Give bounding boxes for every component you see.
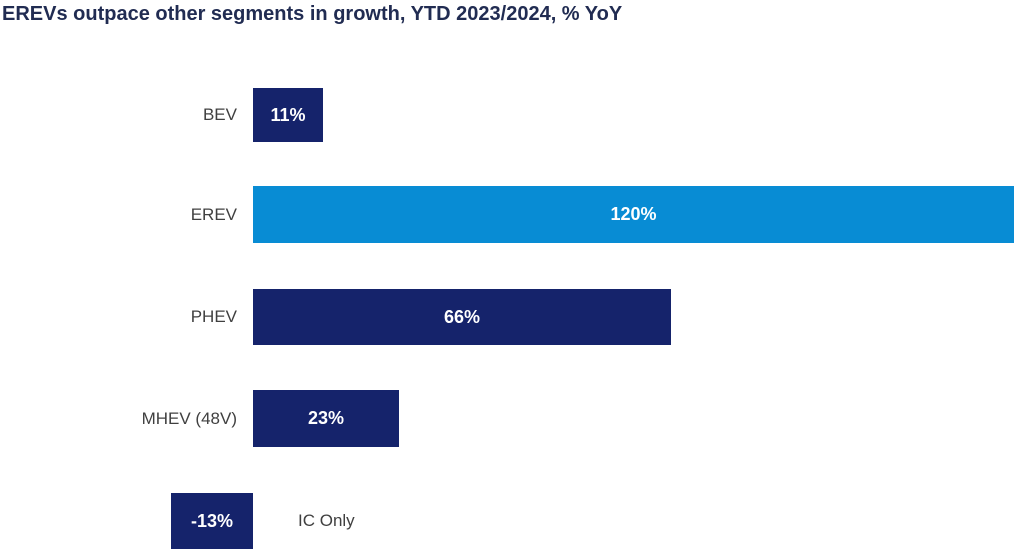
value-label-erev: 120% bbox=[610, 204, 657, 224]
bar-phev: 66% bbox=[253, 289, 671, 345]
value-label-ic-only: -13% bbox=[190, 510, 234, 531]
bar-row-bev: BEV 11% bbox=[0, 88, 1024, 142]
bar-row-erev: EREV 120% bbox=[0, 186, 1024, 243]
bar-mhev: 23% bbox=[253, 390, 399, 447]
bar-row-ic-only: IC Only -13% bbox=[0, 493, 1024, 549]
value-label-phev: 66% bbox=[443, 306, 481, 327]
category-label-mhev: MHEV (48V) bbox=[141, 408, 237, 428]
category-label-phev: PHEV bbox=[190, 307, 237, 326]
value-label-bev: 11% bbox=[270, 104, 306, 125]
category-label-ic-only: IC Only bbox=[298, 511, 355, 530]
value-label-mhev: 23% bbox=[307, 408, 345, 428]
bar-row-phev: PHEV 66% bbox=[0, 289, 1024, 345]
bar-bev: 11% bbox=[253, 88, 323, 142]
category-label-bev: BEV bbox=[202, 105, 237, 124]
bar-ic-only: -13% bbox=[171, 493, 253, 549]
chart-title: EREVs outpace other segments in growth, … bbox=[2, 3, 623, 25]
bar-row-mhev: MHEV (48V) 23% bbox=[0, 390, 1024, 447]
bar-erev: 120% bbox=[253, 186, 1014, 243]
category-label-erev: EREV bbox=[190, 204, 237, 224]
